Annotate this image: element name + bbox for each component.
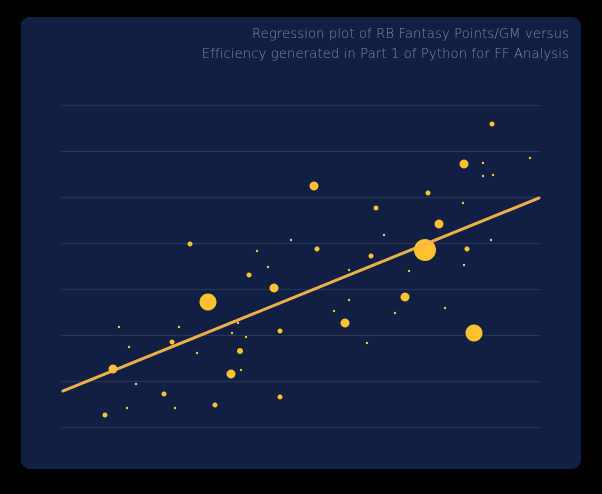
data-point (239, 368, 243, 372)
data-point (528, 156, 532, 160)
data-point (489, 121, 495, 127)
data-point (134, 382, 138, 386)
data-point (368, 253, 374, 259)
chart-title-line-2: Efficiency generated in Part 1 of Python… (201, 47, 569, 62)
data-point (269, 283, 279, 293)
data-point (340, 318, 350, 328)
gridlines (61, 104, 540, 429)
data-point (393, 311, 397, 315)
data-point (309, 181, 319, 191)
data-point (169, 339, 175, 345)
data-point (125, 406, 129, 410)
data-point (347, 268, 351, 272)
data-point (117, 325, 121, 329)
data-point (373, 205, 379, 211)
data-point (347, 298, 351, 302)
data-point (491, 173, 495, 177)
data-point (464, 246, 470, 252)
data-point (443, 306, 447, 310)
data-point (266, 265, 270, 269)
data-point (102, 412, 108, 418)
data-point (161, 391, 167, 397)
data-point (414, 239, 436, 261)
data-point (212, 402, 218, 408)
data-point (236, 321, 240, 325)
data-point (314, 246, 320, 252)
data-point (481, 161, 485, 165)
data-point (425, 190, 431, 196)
data-point (461, 201, 465, 205)
data-point (400, 292, 410, 302)
data-point (462, 263, 466, 267)
data-point (289, 238, 293, 242)
data-points (102, 121, 532, 418)
data-point (127, 345, 131, 349)
data-point (244, 335, 248, 339)
data-point (237, 348, 243, 354)
data-point (177, 325, 181, 329)
data-point (332, 309, 336, 313)
data-point (481, 174, 485, 178)
chart-title: Regression plot of RB Fantasy Points/GM … (202, 25, 569, 65)
data-point (230, 331, 234, 335)
data-point (489, 238, 493, 242)
data-point (187, 241, 193, 247)
data-point (277, 394, 283, 400)
data-point (226, 369, 236, 379)
data-point (246, 272, 252, 278)
data-point (465, 324, 483, 342)
data-point (365, 341, 369, 345)
data-point (382, 233, 386, 237)
data-point (407, 269, 411, 273)
regression-line (61, 196, 541, 393)
data-point (277, 328, 283, 334)
data-point (434, 219, 444, 229)
data-point (199, 293, 217, 311)
data-point (173, 406, 177, 410)
data-point (459, 159, 469, 169)
data-point (255, 249, 259, 253)
chart-title-line-1: Regression plot of RB Fantasy Points/GM … (251, 27, 569, 42)
data-point (195, 351, 199, 355)
